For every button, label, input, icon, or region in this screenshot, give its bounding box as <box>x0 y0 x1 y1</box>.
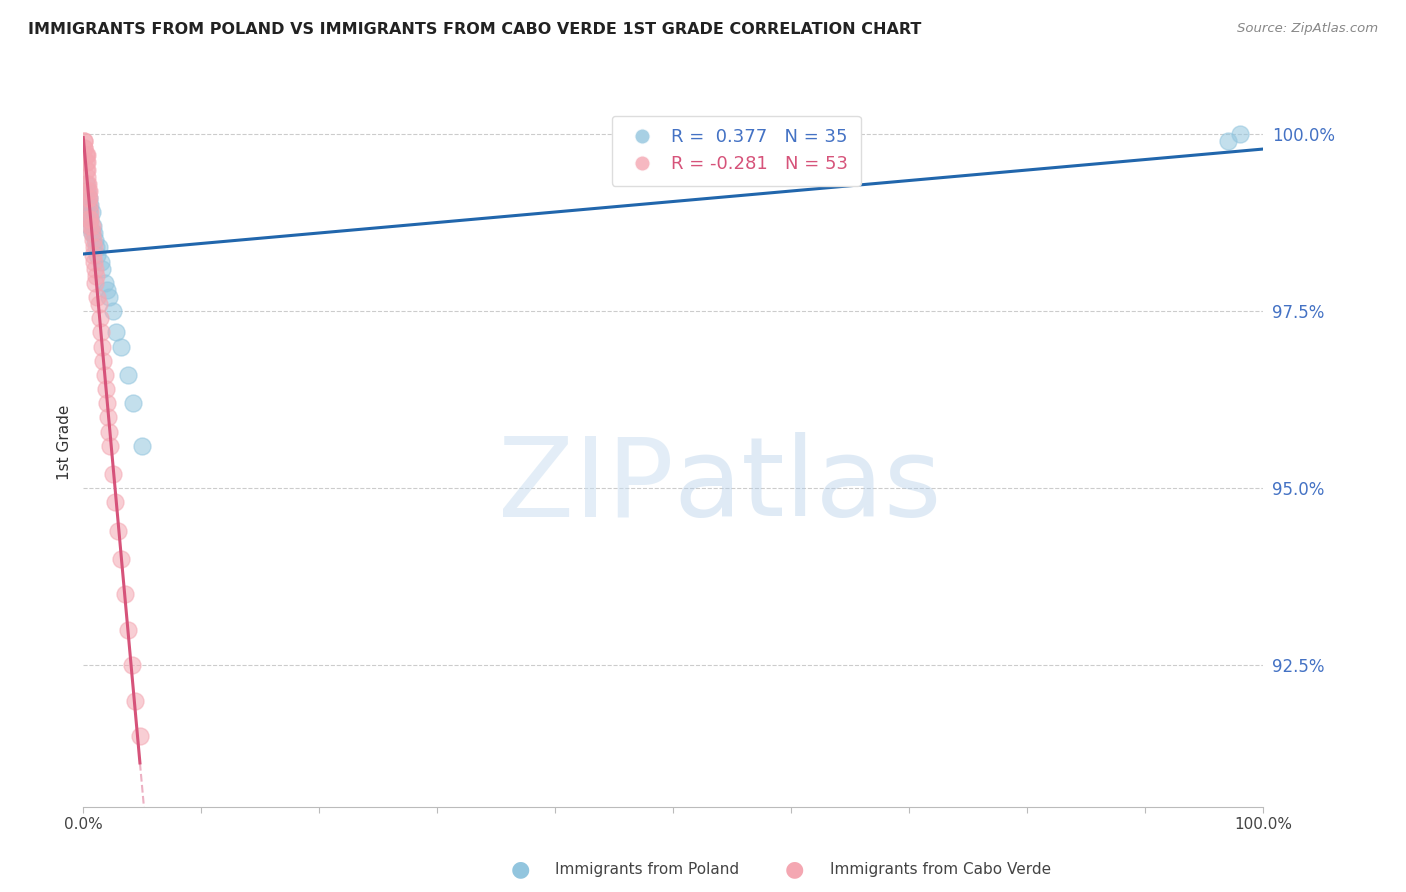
Point <box>90 254 112 268</box>
Text: Immigrants from Poland: Immigrants from Poland <box>555 863 740 877</box>
Point <box>84 261 107 276</box>
Y-axis label: 1st Grade: 1st Grade <box>58 405 72 480</box>
Point <box>100 439 122 453</box>
Legend: R =  0.377   N = 35, R = -0.281   N = 53: R = 0.377 N = 35, R = -0.281 N = 53 <box>612 116 860 186</box>
Point <box>91 340 114 354</box>
Point <box>96 283 118 297</box>
Point <box>93 368 115 382</box>
Point <box>79 198 101 212</box>
Point <box>87 240 110 254</box>
Point <box>75 191 97 205</box>
Point <box>91 261 114 276</box>
Point <box>104 495 127 509</box>
Point <box>75 177 97 191</box>
Point <box>76 184 98 198</box>
Text: ●: ● <box>785 860 804 880</box>
Point <box>101 304 124 318</box>
Point <box>124 694 146 708</box>
Point <box>76 155 98 169</box>
Text: atlas: atlas <box>673 433 942 540</box>
Point <box>131 439 153 453</box>
Point <box>73 141 96 155</box>
Point <box>97 410 120 425</box>
Point <box>75 155 97 169</box>
Point <box>77 177 100 191</box>
Text: IMMIGRANTS FROM POLAND VS IMMIGRANTS FROM CABO VERDE 1ST GRADE CORRELATION CHART: IMMIGRANTS FROM POLAND VS IMMIGRANTS FRO… <box>28 22 921 37</box>
Point <box>76 162 98 177</box>
Point <box>84 268 107 283</box>
Point <box>73 184 96 198</box>
Point <box>76 177 98 191</box>
Point <box>77 212 100 227</box>
Text: ZIP: ZIP <box>498 433 673 540</box>
Point <box>79 205 101 219</box>
Point <box>77 198 100 212</box>
Text: ●: ● <box>510 860 530 880</box>
Point <box>87 297 110 311</box>
Point <box>76 148 98 162</box>
Text: Immigrants from Cabo Verde: Immigrants from Cabo Verde <box>830 863 1050 877</box>
Point <box>82 247 104 261</box>
Point <box>77 191 100 205</box>
Point <box>77 184 100 198</box>
Point <box>84 276 107 290</box>
Point <box>77 191 100 205</box>
Text: Source: ZipAtlas.com: Source: ZipAtlas.com <box>1237 22 1378 36</box>
Point <box>1216 134 1239 148</box>
Point <box>86 290 108 304</box>
Point <box>77 205 100 219</box>
Point <box>110 340 132 354</box>
Point <box>94 382 117 396</box>
Point <box>83 254 105 268</box>
Point <box>80 219 103 234</box>
Point <box>82 219 104 234</box>
Point <box>90 326 112 340</box>
Point <box>129 729 152 743</box>
Point <box>80 205 103 219</box>
Point <box>117 623 139 637</box>
Point <box>77 219 100 234</box>
Point <box>76 198 98 212</box>
Point <box>84 240 107 254</box>
Point <box>86 247 108 261</box>
Point <box>114 587 136 601</box>
Point <box>98 290 121 304</box>
Point <box>73 191 96 205</box>
Point <box>75 162 97 177</box>
Point <box>83 240 105 254</box>
Point <box>107 524 129 538</box>
Point <box>77 191 100 205</box>
Point <box>89 311 111 326</box>
Point <box>79 212 101 227</box>
Point <box>98 425 121 439</box>
Point <box>73 141 96 155</box>
Point <box>93 276 115 290</box>
Point <box>75 198 97 212</box>
Point <box>101 467 124 481</box>
Point <box>93 353 115 368</box>
Point <box>1229 127 1251 141</box>
Point <box>77 184 100 198</box>
Point <box>117 368 139 382</box>
Point <box>84 233 107 247</box>
Point <box>76 169 98 184</box>
Point <box>121 658 143 673</box>
Point <box>73 134 96 148</box>
Point <box>79 212 101 227</box>
Point <box>105 326 128 340</box>
Point <box>75 148 97 162</box>
Point <box>83 227 105 241</box>
Point <box>110 552 132 566</box>
Point <box>79 219 101 234</box>
Point <box>77 198 100 212</box>
Point <box>80 227 103 241</box>
Point <box>75 148 97 162</box>
Point <box>77 212 100 227</box>
Point <box>82 233 104 247</box>
Point <box>96 396 118 410</box>
Point <box>80 227 103 241</box>
Point <box>73 134 96 148</box>
Point <box>121 396 143 410</box>
